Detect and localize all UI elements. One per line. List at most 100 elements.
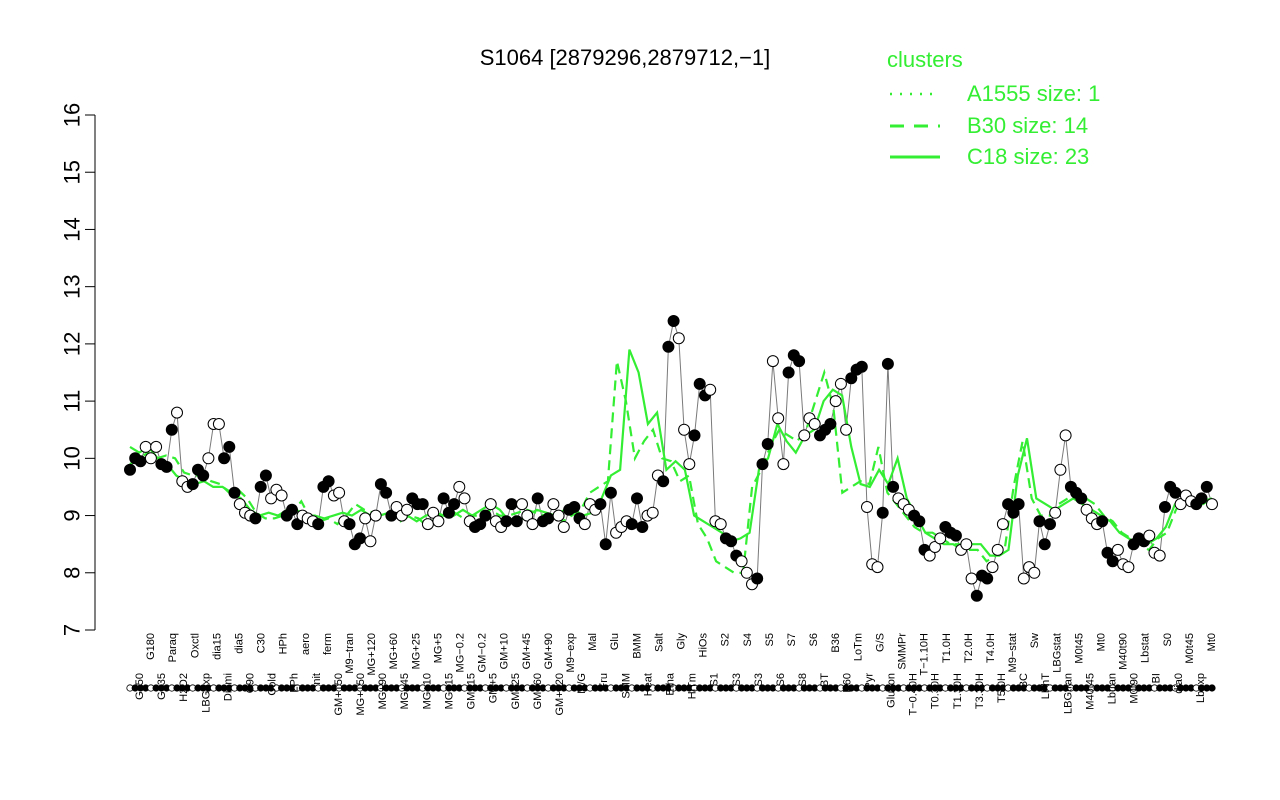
x-tick-label: LPh [289, 673, 301, 693]
data-point [521, 509, 534, 522]
x-tick-label: G/S [874, 633, 886, 652]
data-point [756, 458, 769, 471]
x-tick-label: Sw [1029, 633, 1041, 648]
data-point [996, 518, 1009, 531]
data-point [829, 395, 842, 408]
x-tick-label: S2 [720, 633, 732, 646]
data-point [510, 515, 523, 528]
x-tick-label: GM+120 [554, 673, 566, 716]
data-point [448, 498, 461, 511]
x-tick-label: S5 [764, 633, 776, 646]
data-point [1033, 515, 1046, 528]
data-point [150, 440, 163, 453]
x-tick-label: T−1.10H [919, 633, 931, 676]
x-tick-label: MG+90 [377, 673, 389, 709]
x-tick-label: Pyr [863, 673, 875, 690]
data-point [1044, 518, 1056, 531]
data-point [416, 498, 429, 511]
legend: clusters A1555 size: 1 B30 size: 14 C18 … [887, 47, 1100, 169]
x-tick-label: C30 [256, 633, 268, 653]
x-tick-label: GM+15 [466, 673, 478, 709]
data-point [625, 518, 638, 531]
x-tick-label: Paraq [167, 633, 179, 662]
x-tick-label: dia15 [211, 633, 223, 660]
legend-entry-b30: B30 size: 14 [967, 113, 1088, 138]
data-points [124, 315, 1218, 602]
x-tick-label: Lbtran [1107, 673, 1119, 704]
x-tick-label: dia5 [233, 633, 245, 654]
data-point [542, 512, 555, 525]
x-tick-label: T0.30H [930, 673, 942, 709]
data-point [683, 458, 696, 471]
legend-entry-c18: C18 size: 23 [967, 144, 1089, 169]
y-tick-label: 12 [60, 332, 85, 356]
data-point [380, 486, 393, 499]
x-tick-label: S3 [731, 673, 743, 686]
data-point [547, 498, 560, 511]
legend-title: clusters [887, 47, 963, 72]
data-point [1111, 543, 1124, 556]
data-point [160, 460, 173, 473]
data-point [636, 521, 649, 533]
x-tick-label: GM+45 [521, 633, 533, 669]
data-point [202, 452, 215, 465]
data-point [735, 555, 748, 568]
data-point [1080, 503, 1093, 516]
data-point [1059, 429, 1072, 442]
x-tick-label: GM−0.2 [477, 633, 489, 672]
data-point [552, 509, 565, 522]
x-tick-label: BI [1151, 673, 1163, 683]
data-point [672, 332, 685, 345]
x-tick-label: MG+15 [443, 673, 455, 709]
y-tick-label: 10 [60, 446, 85, 470]
legend-entry-a1555: A1555 size: 1 [967, 81, 1100, 106]
x-tick-label: T1.0H [941, 633, 953, 663]
data-point [845, 372, 858, 385]
x-tick-label: S0 [1162, 633, 1174, 646]
y-tick-label: 7 [60, 624, 85, 636]
data-point [218, 452, 231, 465]
data-point [343, 518, 356, 531]
data-point [991, 543, 1004, 556]
x-tick-label: MG+5 [432, 633, 444, 663]
series-lines [129, 320, 1213, 598]
x-axis: G150 G180 G135 Paraq H2O2 Oxctl LBGexp dia15 Dia… [126, 633, 1218, 716]
data-point [678, 423, 691, 436]
data-point [144, 452, 157, 465]
data-point [772, 412, 785, 425]
data-point [986, 561, 999, 574]
x-tick-label: LPhT [1040, 673, 1052, 700]
x-tick-label: G135 [156, 673, 168, 700]
data-point [923, 549, 936, 562]
data-point [855, 360, 868, 373]
data-point [1122, 561, 1135, 574]
data-point [1200, 480, 1213, 493]
data-point [186, 478, 199, 491]
x-tick-label: Diami [222, 673, 234, 701]
data-point [824, 418, 837, 430]
x-tick-label: G180 [145, 633, 157, 660]
x-tick-label: HiOs [698, 633, 710, 658]
x-tick-label: B36 [830, 633, 842, 653]
data-point [1017, 572, 1030, 585]
x-tick-label: C90 [245, 673, 257, 693]
data-point [223, 440, 236, 453]
data-point [333, 486, 346, 499]
x-tick-label: Lbexp [1195, 673, 1207, 703]
data-point [354, 532, 366, 545]
data-point [688, 429, 701, 442]
data-point [1169, 486, 1182, 499]
data-point [453, 480, 466, 493]
data-point [766, 355, 779, 368]
data-point [359, 512, 372, 525]
data-point [667, 315, 680, 327]
x-tick-label: SMM [620, 673, 632, 699]
x-tick-label: Oxctl [189, 633, 201, 658]
x-tick-label: M9−exp [565, 633, 577, 672]
data-point [751, 572, 764, 585]
data-point [798, 429, 811, 442]
x-tick-label: HPh [278, 633, 290, 654]
x-tick-label: Heat [642, 673, 654, 696]
data-point [1012, 498, 1025, 511]
